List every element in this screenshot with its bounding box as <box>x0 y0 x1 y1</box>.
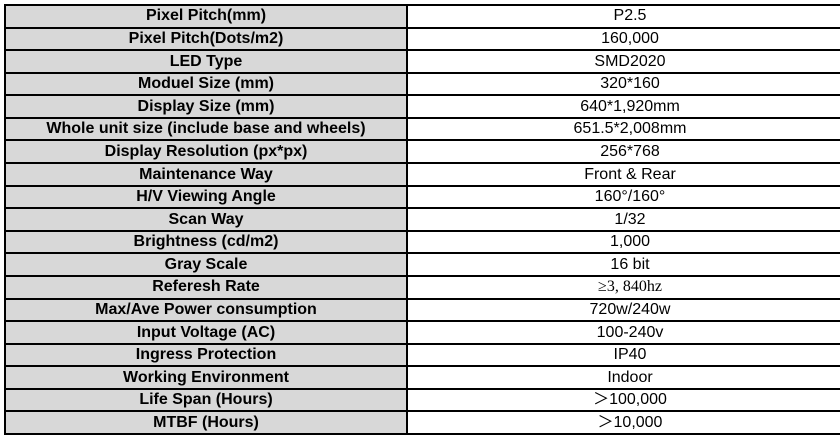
table-row: Max/Ave Power consumption 720w/240w <box>4 297 840 323</box>
table-row: Referesh Rate ≥3, 840hz <box>4 274 840 300</box>
spec-value-cell: 160°/160° <box>406 184 840 210</box>
table-row: Whole unit size (include base and wheels… <box>4 116 840 142</box>
spec-label-cell: Max/Ave Power consumption <box>4 297 408 323</box>
spec-label-cell: Life Span (Hours) <box>4 387 408 413</box>
table-row: H/V Viewing Angle 160°/160° <box>4 184 840 210</box>
spec-label-cell: Pixel Pitch(mm) <box>4 4 408 29</box>
table-row: Brightness (cd/m2) 1,000 <box>4 229 840 255</box>
spec-label-cell: LED Type <box>4 49 408 74</box>
table-row: Display Resolution (px*px) 256*768 <box>4 139 840 165</box>
table-row: MTBF (Hours) ＞10,000 <box>4 410 840 435</box>
spec-label-cell: Ingress Protection <box>4 342 408 368</box>
spec-value-cell: 1/32 <box>406 207 840 232</box>
spec-label-cell: MTBF (Hours) <box>4 410 408 435</box>
table-row: Ingress Protection IP40 <box>4 342 840 368</box>
spec-value-cell: ≥3, 840hz <box>406 274 840 300</box>
spec-value-cell: 640*1,920mm <box>406 94 840 119</box>
spec-label-cell: Maintenance Way <box>4 162 408 187</box>
table-row: Life Span (Hours) ＞100,000 <box>4 387 840 413</box>
spec-value-cell: 720w/240w <box>406 297 840 323</box>
table-row: Pixel Pitch(Dots/m2) 160,000 <box>4 26 840 52</box>
led-spec-table: Pixel Pitch(mm) P2.5 Pixel Pitch(Dots/m2… <box>4 4 840 435</box>
spec-label-cell: Working Environment <box>4 365 408 390</box>
spec-label-cell: Gray Scale <box>4 252 408 277</box>
spec-label-cell: Moduel Size (mm) <box>4 71 408 97</box>
spec-value-cell: 16 bit <box>406 252 840 277</box>
spec-label-cell: Referesh Rate <box>4 274 408 300</box>
spec-value-cell: Front & Rear <box>406 162 840 187</box>
table-row: LED Type SMD2020 <box>4 49 840 74</box>
table-row: Gray Scale 16 bit <box>4 252 840 277</box>
table-row: Pixel Pitch(mm) P2.5 <box>4 4 840 29</box>
table-row: Scan Way 1/32 <box>4 207 840 232</box>
spec-value-cell: P2.5 <box>406 4 840 29</box>
table-row: Input Voltage (AC) 100-240v <box>4 320 840 345</box>
spec-value-cell: IP40 <box>406 342 840 368</box>
spec-value-cell: 256*768 <box>406 139 840 165</box>
spec-value-cell: ＞10,000 <box>406 410 840 435</box>
spec-value-cell: 100-240v <box>406 320 840 345</box>
spec-value-cell: Indoor <box>406 365 840 390</box>
table-row: Display Size (mm) 640*1,920mm <box>4 94 840 119</box>
spec-label-cell: Whole unit size (include base and wheels… <box>4 116 408 142</box>
spec-value-cell: 320*160 <box>406 71 840 97</box>
spec-label-cell: H/V Viewing Angle <box>4 184 408 210</box>
spec-label-cell: Input Voltage (AC) <box>4 320 408 345</box>
spec-label-cell: Brightness (cd/m2) <box>4 229 408 255</box>
spec-label-cell: Scan Way <box>4 207 408 232</box>
table-row: Maintenance Way Front & Rear <box>4 162 840 187</box>
table-row: Working Environment Indoor <box>4 365 840 390</box>
spec-value-cell: 1,000 <box>406 229 840 255</box>
spec-value-cell: 651.5*2,008mm <box>406 116 840 142</box>
spec-value-cell: ＞100,000 <box>406 387 840 413</box>
spec-value-cell: SMD2020 <box>406 49 840 74</box>
table-row: Moduel Size (mm) 320*160 <box>4 71 840 97</box>
spec-value-cell: 160,000 <box>406 26 840 52</box>
spec-table-body: Pixel Pitch(mm) P2.5 Pixel Pitch(Dots/m2… <box>4 4 840 435</box>
spec-label-cell: Display Resolution (px*px) <box>4 139 408 165</box>
spec-label-cell: Pixel Pitch(Dots/m2) <box>4 26 408 52</box>
spec-label-cell: Display Size (mm) <box>4 94 408 119</box>
